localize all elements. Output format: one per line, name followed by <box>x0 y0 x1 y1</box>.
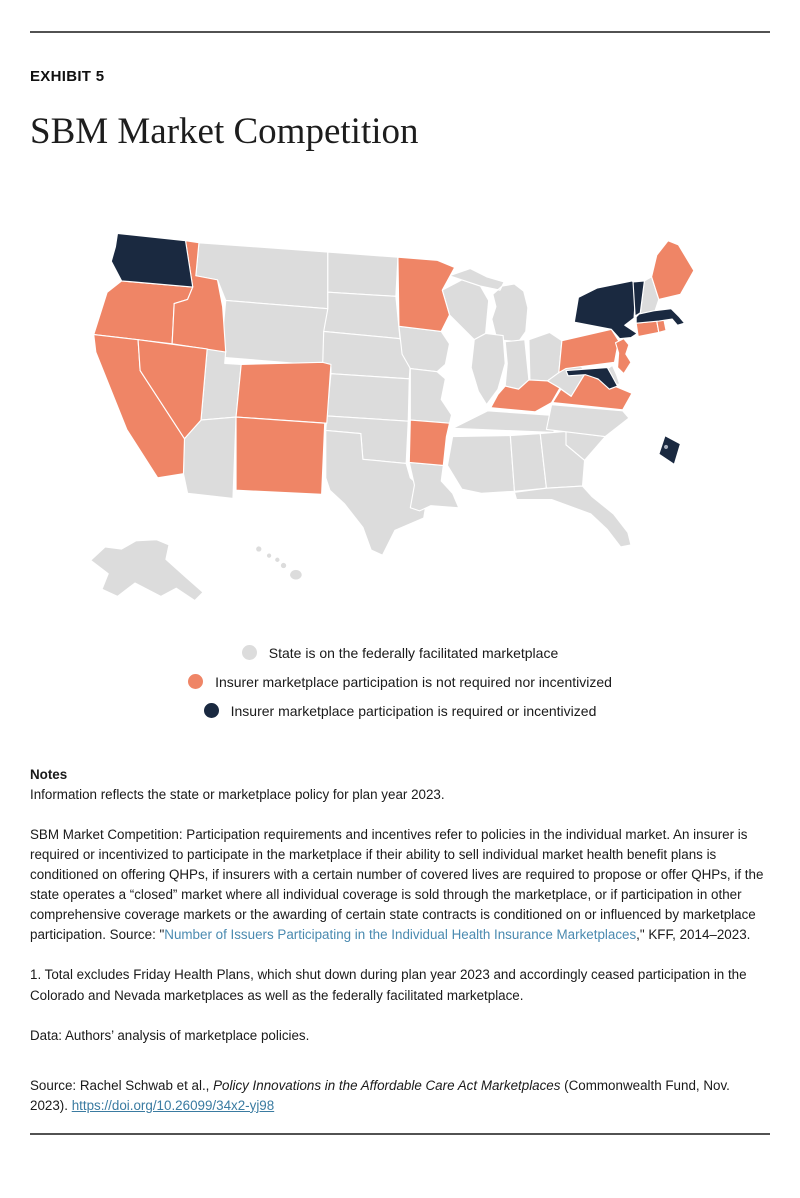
legend-swatch-not-required-icon <box>188 674 204 690</box>
state-MS <box>446 434 516 494</box>
state-HI <box>255 545 303 580</box>
state-IN <box>504 338 530 390</box>
state-MD <box>565 366 619 390</box>
source-report-title: Policy Innovations in the Affordable Car… <box>213 1077 561 1093</box>
doi-link[interactable]: https://doi.org/10.26099/34x2-yj98 <box>71 1097 275 1113</box>
bottom-rule <box>30 1133 770 1135</box>
source-citation: Source: Rachel Schwab et al., Policy Inn… <box>30 1076 770 1116</box>
state-ND <box>327 251 399 297</box>
notes-para-1: Information reflects the state or market… <box>30 786 445 802</box>
state-NY <box>573 279 638 339</box>
legend-item-ffm: State is on the federally facilitated ma… <box>241 644 559 661</box>
state-CO <box>235 361 332 424</box>
state-NJ <box>614 337 632 374</box>
state-FL <box>513 485 632 548</box>
notes-para-2-text: SBM Market Competition: Participation re… <box>30 826 764 943</box>
notes-section: Notes Information reflects the state or … <box>30 765 770 1046</box>
state-TN <box>452 409 562 433</box>
legend-swatch-required-icon <box>203 703 219 719</box>
legend-label-not-required: Insurer marketplace participation is not… <box>215 673 612 690</box>
state-MO <box>409 367 453 424</box>
state-RI <box>656 319 667 333</box>
notes-para-4: Data: Authors’ analysis of marketplace p… <box>30 1027 310 1043</box>
legend-item-required: Insurer marketplace participation is req… <box>203 702 597 719</box>
state-TX <box>325 429 429 556</box>
source-suffix: (Commonwealth Fund, Nov. 2023). <box>30 1077 730 1113</box>
state-NV <box>137 338 208 439</box>
top-rule <box>30 31 770 33</box>
notes-heading: Notes <box>30 766 68 782</box>
dc-callout-dot-icon <box>663 444 669 449</box>
state-NE <box>322 330 411 379</box>
state-ME <box>651 239 695 300</box>
state-IL <box>470 332 506 405</box>
legend-item-not-required: Insurer marketplace participation is not… <box>188 674 612 690</box>
state-IA <box>398 325 451 372</box>
exhibit-label: EXHIBIT 5 <box>30 68 105 85</box>
state-WI <box>441 278 490 340</box>
state-AR <box>408 419 451 466</box>
notes-para-3: 1. Total excludes Friday Health Plans, w… <box>30 967 747 1003</box>
us-choropleth-map <box>70 218 730 615</box>
state-SD <box>323 291 401 339</box>
state-KY <box>490 378 561 412</box>
kff-source-link[interactable]: Number of Issuers Participating in the I… <box>164 927 637 943</box>
state-PA <box>558 328 620 373</box>
state-DC <box>658 434 682 465</box>
state-KS <box>326 372 410 422</box>
state-LA <box>408 461 460 511</box>
state-VT <box>632 279 645 317</box>
state-WA <box>110 232 194 288</box>
state-MN <box>397 256 456 332</box>
legend-label-required: Insurer marketplace participation is req… <box>230 702 597 719</box>
us-map <box>90 232 695 601</box>
state-WY <box>220 299 329 366</box>
state-MA <box>635 307 686 326</box>
notes-para-2: SBM Market Competition: Participation re… <box>30 825 770 946</box>
state-UT <box>200 347 242 421</box>
state-AK <box>90 538 204 601</box>
map-legend: State is on the federally facilitated ma… <box>0 645 800 719</box>
page-title: SBM Market Competition <box>30 111 419 152</box>
notes-para-2-tail: ," KFF, 2014–2023. <box>636 927 751 943</box>
source-prefix: Source: Rachel Schwab et al., <box>30 1077 214 1093</box>
state-NM <box>235 415 326 495</box>
state-ID <box>171 239 227 353</box>
legend-label-ffm: State is on the federally facilitated ma… <box>268 644 559 661</box>
legend-swatch-ffm-icon <box>241 645 257 661</box>
state-MI <box>448 267 529 342</box>
state-NC <box>545 403 630 437</box>
